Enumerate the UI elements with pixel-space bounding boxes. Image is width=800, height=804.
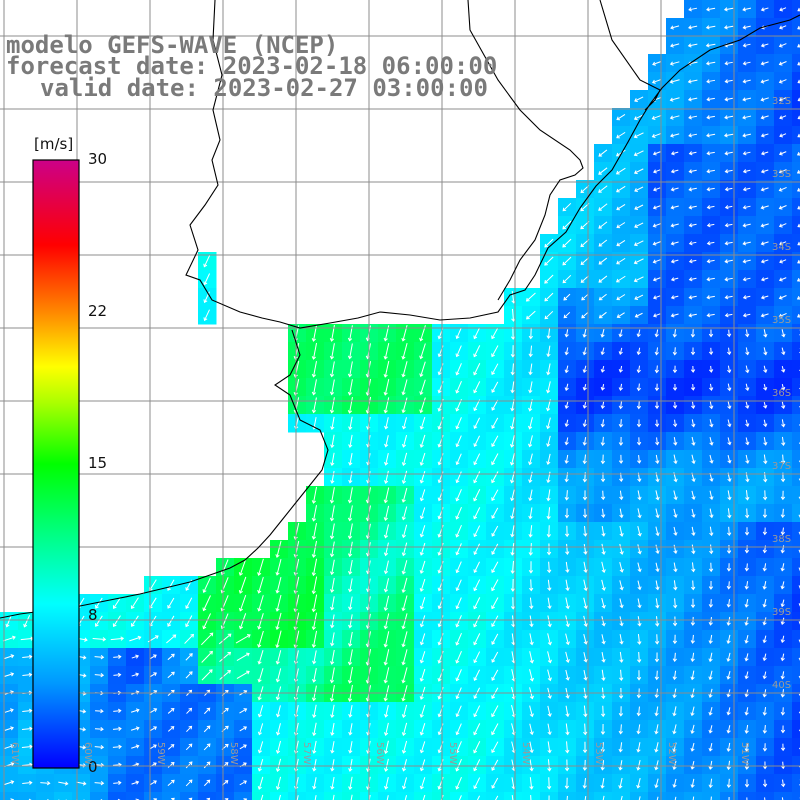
colorbar-tick-15: 15: [88, 454, 107, 472]
wind-speed-cell: [468, 792, 487, 800]
wind-arrow: [639, 652, 640, 662]
longitude-label: 53W: [593, 742, 604, 765]
wind-speed-cell: [450, 792, 469, 800]
wind-arrow: [531, 579, 532, 590]
wind-speed-cell: [792, 540, 800, 559]
wind-speed-cell: [792, 432, 800, 451]
longitude-label: 57W: [301, 742, 312, 765]
latitude-label: 39S: [772, 607, 791, 618]
latitude-label: 34S: [772, 242, 791, 253]
wind-speed-cell: [792, 666, 800, 685]
wind-speed-cell: [792, 468, 800, 487]
latitude-label: 40S: [772, 680, 791, 691]
wind-speed-cell: [792, 774, 800, 793]
colorbar-tick-30: 30: [88, 150, 107, 168]
longitude-label: 58W: [228, 742, 239, 765]
wind-arrow: [549, 525, 550, 536]
wind-arrow: [585, 724, 586, 735]
wind-speed-cell: [792, 756, 800, 775]
longitude-label: 59W: [155, 742, 166, 765]
valid-date: valid date: 2023-02-27 03:00:00: [40, 76, 488, 100]
longitude-label: 61W: [9, 742, 20, 765]
wind-speed-cell: [432, 792, 451, 800]
wind-speed-cell: [792, 594, 800, 613]
latitude-label: 35S: [772, 315, 791, 326]
wind-speed-cell: [792, 792, 800, 800]
colorbar-tick-8: 8: [88, 606, 98, 624]
wind-speed-cell: [792, 414, 800, 433]
wind-speed-cell: [792, 342, 800, 361]
longitude-label: 52W: [666, 742, 677, 765]
wind-speed-cell: [0, 792, 19, 800]
latitude-label: 32S: [772, 96, 791, 107]
wind-speed-cell: [792, 360, 800, 379]
wind-arrow: [531, 327, 532, 338]
wind-speed-cell: [792, 720, 800, 739]
wind-speed-cell: [36, 792, 55, 800]
colorbar-tick-22: 22: [88, 302, 107, 320]
wind-speed-cell: [18, 792, 37, 800]
wind-arrow: [747, 508, 748, 517]
wind-speed-cell: [54, 792, 73, 800]
colorbar-unit: [m/s]: [34, 135, 73, 153]
wind-speed-cell: [234, 792, 253, 800]
latitude-label: 38S: [772, 534, 791, 545]
wind-speed-cell: [792, 612, 800, 631]
wind-speed-cell: [72, 792, 91, 800]
wind-speed-cell: [792, 558, 800, 577]
wind-speed-cell: [756, 792, 775, 800]
wind-speed-cell: [144, 792, 163, 800]
wind-speed-cell: [504, 792, 523, 800]
wind-speed-cell: [486, 792, 505, 800]
wind-arrow: [549, 562, 550, 573]
latitude-label: 37S: [772, 461, 791, 472]
colorbar: [33, 160, 79, 768]
wind-speed-cell: [792, 324, 800, 343]
wind-speed-cell: [792, 576, 800, 595]
longitude-label: 56W: [374, 742, 385, 765]
wind-speed-cell: [792, 522, 800, 541]
wind-speed-cell: [126, 792, 145, 800]
wind-speed-cell: [792, 378, 800, 397]
wind-speed-cell: [774, 792, 793, 800]
wind-speed-cell: [108, 792, 127, 800]
latitude-label: 33S: [772, 169, 791, 180]
longitude-label: 51W: [739, 742, 750, 765]
longitude-label: 54W: [520, 742, 531, 765]
wind-speed-cell: [792, 450, 800, 469]
wind-speed-cell: [792, 630, 800, 649]
colorbar-gradient: [33, 160, 79, 768]
wind-speed-cell: [792, 486, 800, 505]
wind-speed-cell: [792, 738, 800, 757]
longitude-label: 60W: [82, 742, 93, 765]
wind-speed-cell: [792, 396, 800, 415]
latitude-label: 36S: [772, 388, 791, 399]
longitude-label: 55W: [447, 742, 458, 765]
wind-speed-cell: [792, 504, 800, 523]
wind-speed-cell: [792, 648, 800, 667]
wind-speed-cell: [90, 792, 109, 800]
wind-arrow: [585, 760, 586, 770]
wind-speed-cell: [792, 702, 800, 721]
